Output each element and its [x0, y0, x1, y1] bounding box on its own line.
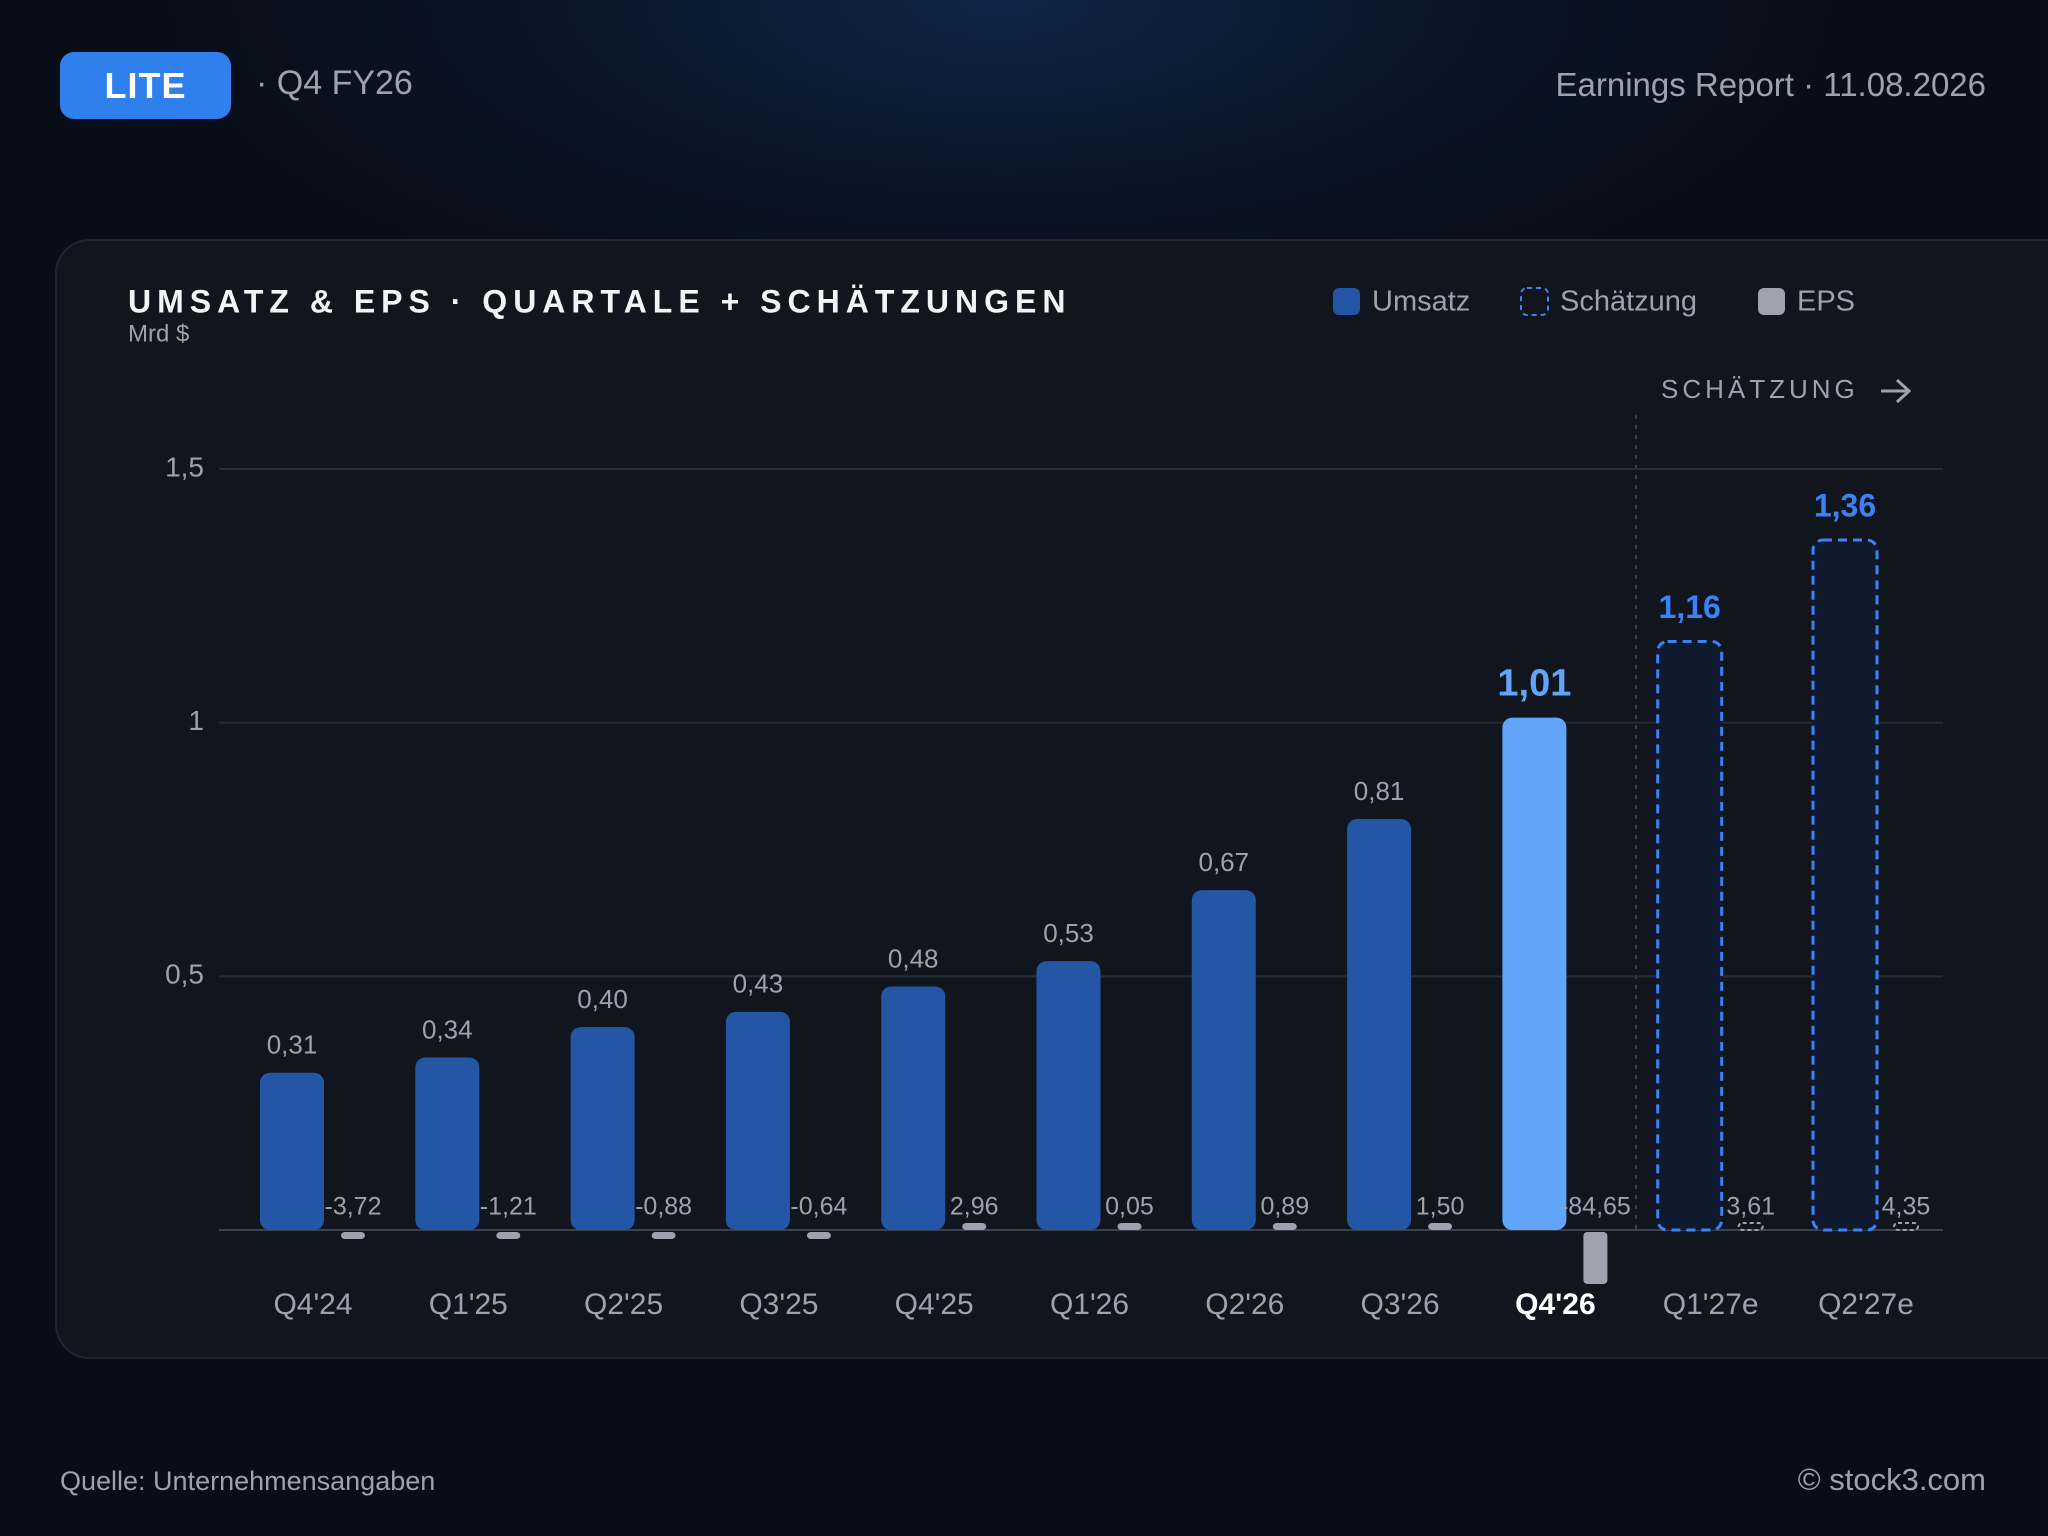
source: Quelle: Unternehmensangaben — [60, 1466, 436, 1496]
revenue-bar — [725, 1011, 790, 1230]
revenue-bar — [881, 986, 946, 1230]
y-tick-label: 0,5 — [165, 959, 204, 990]
period: · Q4 FY26 — [256, 64, 413, 102]
x-tick-label: Q1'27e — [1663, 1288, 1759, 1321]
revenue-bar — [1347, 819, 1412, 1230]
eps-label: -84,65 — [1560, 1193, 1631, 1221]
value-label: 0,81 — [1354, 776, 1405, 806]
eps-bar — [1428, 1223, 1453, 1230]
estimate-bar — [1656, 639, 1724, 1232]
eps-label: 0,89 — [1260, 1193, 1309, 1221]
value-label: 0,31 — [267, 1030, 318, 1060]
x-tick-label: Q2'27e — [1818, 1288, 1914, 1321]
x-tick-label: Q4'26 — [1515, 1288, 1596, 1321]
eps-bar — [1272, 1223, 1297, 1230]
legend-swatch — [1333, 288, 1360, 315]
eps-label: 1,50 — [1416, 1193, 1465, 1221]
legend-label: EPS — [1797, 286, 1855, 318]
eps-label: -0,88 — [635, 1193, 692, 1221]
value-label: 0,53 — [1043, 918, 1094, 948]
estimate-annotation: SCHÄTZUNG — [1661, 374, 1859, 404]
legend-label: Umsatz — [1372, 286, 1470, 318]
revenue-bar — [570, 1027, 635, 1230]
legend-label: Schätzung — [1560, 286, 1697, 318]
x-tick-label: Q2'26 — [1205, 1288, 1284, 1321]
value-label: 1,01 — [1497, 663, 1571, 705]
value-label: 0,40 — [577, 984, 628, 1014]
value-label: 0,67 — [1198, 847, 1249, 877]
report-date: Earnings Report · 11.08.2026 — [1555, 66, 1987, 103]
revenue-bar — [1036, 961, 1101, 1230]
arrow — [1881, 378, 1912, 404]
revenue-bar — [260, 1072, 324, 1230]
eps-bar — [1117, 1223, 1142, 1230]
legend-swatch — [1758, 288, 1785, 315]
copyright: © stock3.com — [1797, 1462, 1986, 1497]
eps-label: 0,05 — [1105, 1193, 1154, 1221]
eps-bar — [651, 1232, 676, 1239]
eps-label: -3,72 — [325, 1193, 382, 1221]
y-tick-label: 1 — [188, 705, 204, 736]
eps-bar — [806, 1232, 831, 1239]
eps-bar — [1737, 1222, 1764, 1231]
eps-bar — [1583, 1232, 1608, 1284]
value-label: 1,36 — [1814, 487, 1876, 523]
chart-title: UMSATZ & EPS · QUARTALE + SCHÄTZUNGEN — [128, 283, 1071, 319]
value-label: 0,34 — [422, 1014, 473, 1044]
revenue-bar — [1191, 890, 1256, 1230]
eps-label: -0,64 — [790, 1193, 847, 1221]
eps-label: 2,96 — [950, 1193, 999, 1221]
x-tick-label: Q3'26 — [1361, 1288, 1440, 1321]
y-tick-label: 1,5 — [165, 451, 204, 482]
value-label: 1,16 — [1659, 589, 1721, 625]
x-tick-label: Q2'25 — [584, 1288, 663, 1321]
eps-bar — [962, 1223, 987, 1230]
x-tick-label: Q3'25 — [739, 1288, 818, 1321]
eps-bar — [496, 1232, 521, 1239]
eps-bar — [1893, 1222, 1919, 1231]
x-tick-label: Q1'25 — [429, 1288, 508, 1321]
chart-subtitle: Mrd $ — [128, 320, 189, 347]
value-label: 0,43 — [733, 969, 784, 999]
value-label: 0,48 — [888, 943, 939, 973]
x-tick-label: Q4'25 — [895, 1288, 974, 1321]
estimate-bar — [1811, 538, 1879, 1232]
eps-bar — [341, 1232, 365, 1239]
eps-label: 3,61 — [1726, 1193, 1775, 1221]
ticker-badge: LITE — [60, 52, 231, 119]
revenue-bar — [1502, 717, 1567, 1230]
eps-label: 4,35 — [1882, 1193, 1931, 1221]
x-tick-label: Q4'24 — [273, 1288, 352, 1321]
revenue-bar — [415, 1057, 480, 1230]
legend-swatch — [1520, 287, 1549, 316]
eps-label: -1,21 — [480, 1193, 537, 1221]
x-tick-label: Q1'26 — [1050, 1288, 1129, 1321]
